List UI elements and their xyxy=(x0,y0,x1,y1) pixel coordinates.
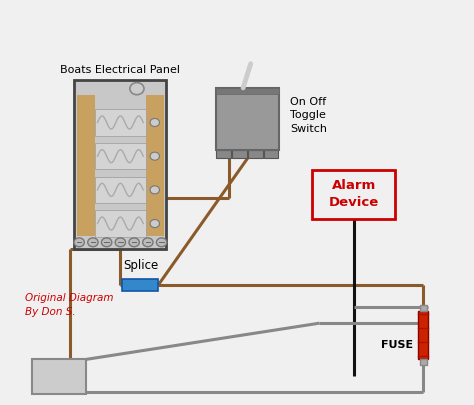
Circle shape xyxy=(74,238,84,247)
Circle shape xyxy=(115,238,126,247)
Bar xyxy=(312,171,395,219)
Bar xyxy=(264,150,278,158)
Bar xyxy=(216,150,231,158)
Circle shape xyxy=(130,83,144,95)
Circle shape xyxy=(150,186,159,194)
Text: Splice: Splice xyxy=(123,260,158,273)
Circle shape xyxy=(88,238,98,247)
Circle shape xyxy=(143,238,153,247)
Bar xyxy=(418,311,428,359)
Bar xyxy=(122,279,158,291)
Bar xyxy=(419,305,427,311)
Bar xyxy=(77,95,95,236)
Bar xyxy=(95,211,146,237)
Bar xyxy=(95,177,146,203)
Bar xyxy=(232,150,246,158)
Circle shape xyxy=(150,119,159,126)
Circle shape xyxy=(156,238,167,247)
Bar xyxy=(95,143,146,169)
Text: FUSE: FUSE xyxy=(381,340,413,350)
Bar xyxy=(216,88,279,94)
Bar xyxy=(32,359,86,394)
Bar xyxy=(95,109,146,136)
Circle shape xyxy=(101,238,112,247)
Bar xyxy=(419,358,427,365)
Bar xyxy=(146,95,164,236)
Text: On Off
Toggle
Switch: On Off Toggle Switch xyxy=(290,97,327,134)
Text: Boats Electrical Panel: Boats Electrical Panel xyxy=(60,65,181,75)
Text: Original Diagram
By Don S.: Original Diagram By Don S. xyxy=(25,293,113,317)
Circle shape xyxy=(150,220,159,228)
Bar xyxy=(74,80,166,249)
Text: Alarm
Device: Alarm Device xyxy=(328,179,379,209)
Circle shape xyxy=(150,152,159,160)
Bar xyxy=(216,88,279,150)
Bar xyxy=(248,150,263,158)
Circle shape xyxy=(129,238,139,247)
